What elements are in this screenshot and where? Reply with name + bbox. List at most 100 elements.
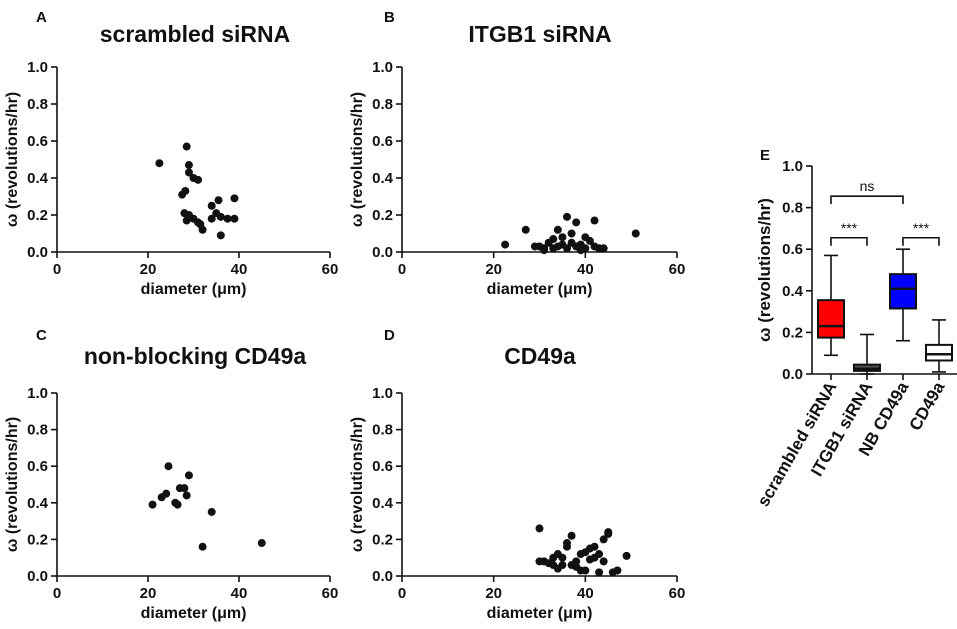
panel-d-data-point [613,566,622,575]
panel-e-y-tick-label: 0.2 [782,324,803,341]
panel-d-x-tick-label: 0 [398,585,406,602]
panel-d-x-axis-label: diameter (μm) [487,605,593,622]
panel-e-y-tick-label: 0.0 [782,366,803,383]
panel-a-data-point [207,214,216,223]
panel-d-data-point [563,539,571,548]
panel-b-x-tick-label: 40 [577,261,594,278]
panel-d-data-point [567,561,576,570]
panel-d-x-tick-label: 60 [669,585,686,602]
panel-label-c: C [36,327,47,344]
panel-a-data-point [194,175,203,184]
panel-a-y-tick-label: 0.2 [27,207,48,224]
panel-d-data-point [590,542,599,551]
panel-b-y-tick-label: 0.4 [372,170,394,187]
panel-a-data-point [198,225,207,234]
panel-a-x-tick-label: 60 [322,261,339,278]
panel-c-data-point [184,471,193,480]
scatter-panel-b: ITGB1 siRNA 0.0 0.2 0.4 0.6 0.8 1.0 0 20 40 60 diam… [349,21,685,298]
panel-b-y-tick-label: 0.0 [372,244,393,261]
panel-a-y-tick-label: 0.0 [27,244,48,261]
panel-c-x-tick-label: 40 [231,585,248,602]
panel-d-x-tick-label: 40 [577,585,594,602]
panel-d-y-tick-label: 1.0 [372,385,393,402]
panel-b-data-point [599,244,608,253]
panel-a-data-point [212,209,221,218]
panel-d-data-point [595,550,604,559]
panel-e-category-label: CD49a [906,378,949,434]
panel-d-data-point [622,551,631,560]
panel-d-data-point [599,557,608,566]
panel-d-data-point [585,555,594,564]
panel-b-data-point [563,212,571,221]
panel-e-box [925,343,953,362]
panel-b-data-point [590,216,599,225]
panel-b-y-tick-label: 0.2 [372,207,393,224]
panel-a-y-tick-label: 0.4 [27,170,49,187]
panel-c-x-tick-label: 60 [322,585,339,602]
panel-e-significance-label: *** [913,220,930,236]
panel-c-data-point [173,500,182,509]
panel-b-data-point [567,229,576,238]
panel-b-data-point [558,233,567,242]
panel-c-y-tick-label: 0.8 [27,422,48,439]
panel-d-y-tick-label: 0.8 [372,422,393,439]
panel-a-data-point [155,159,164,168]
panel-e-significance-bracket [830,236,868,246]
panel-c-data-point [148,500,157,509]
panel-b-data-point [553,225,562,234]
panel-e-box [889,273,917,310]
panel-c-data-point [198,542,207,551]
panel-d-y-tick-label: 0.4 [372,495,394,512]
panel-c-y-tick-label: 0.2 [27,531,48,548]
panel-c-data-point [182,491,191,500]
panel-label-b: B [384,9,395,26]
scatter-panel-a: scrambled siRNA 0.0 0.2 0.4 0.6 0.8 1.0 0 20 40 60… [4,21,338,298]
panel-e-box [817,299,845,339]
panel-d-y-axis-label: ω (revolutions/hr) [349,417,366,552]
panel-d-data-point [581,548,590,557]
scatter-panel-d: CD49a 0.0 0.2 0.4 0.6 0.8 1.0 0 20 40 60 diameter (… [349,343,685,622]
panel-c-data-point [164,462,173,471]
panel-a-x-axis-label: diameter (μm) [141,281,247,298]
panel-e-significance-bracket [830,195,904,205]
panel-b-data-point [530,242,539,251]
panel-a-y-tick-label: 1.0 [27,59,48,76]
panel-a-x-tick-label: 40 [231,261,248,278]
panel-a-x-tick-label: 0 [53,261,61,278]
panel-c-y-tick-label: 1.0 [27,385,48,402]
panel-c-data-point [257,539,266,548]
panel-a-x-tick-label: 20 [140,261,157,278]
panel-a-data-point [181,186,190,195]
panel-d-data-point [599,535,608,544]
panel-e-y-tick-label: 1.0 [782,158,803,175]
panel-b-x-tick-label: 0 [398,261,406,278]
panel-b-data-point [540,246,549,255]
panel-b-y-tick-label: 0.6 [372,133,393,150]
panel-e-y-tick-label: 0.8 [782,200,803,217]
panel-a-y-tick-label: 0.8 [27,96,48,113]
panel-d-y-tick-label: 0.2 [372,531,393,548]
panel-e-y-tick-label: 0.6 [782,241,803,258]
panel-c-y-tick-label: 0.4 [27,495,49,512]
panel-d-data-point [595,568,604,577]
panel-b-data-point [581,233,590,242]
panel-a-data-point [182,216,191,225]
panel-d-data-point [535,524,544,533]
panel-b-data-point [631,229,640,238]
panel-d-y-tick-label: 0.6 [372,458,393,475]
panel-e-y-axis-label: ω (revolutions/hr) [755,198,774,342]
panel-a-data-point [207,201,216,210]
panel-b-y-tick-label: 1.0 [372,59,393,76]
panel-c-x-axis-label: diameter (μm) [141,605,247,622]
panel-b-data-point [521,225,530,234]
panel-label-a: A [36,9,47,26]
panel-b-x-tick-label: 20 [485,261,502,278]
panel-b-title: ITGB1 siRNA [468,21,611,47]
panel-d-data-point [576,566,585,575]
panel-d-title: CD49a [504,343,576,369]
panel-d-x-tick-label: 20 [485,585,502,602]
panel-a-title: scrambled siRNA [100,21,290,47]
panel-b-data-point [501,240,510,249]
panel-a-y-tick-label: 0.6 [27,133,48,150]
